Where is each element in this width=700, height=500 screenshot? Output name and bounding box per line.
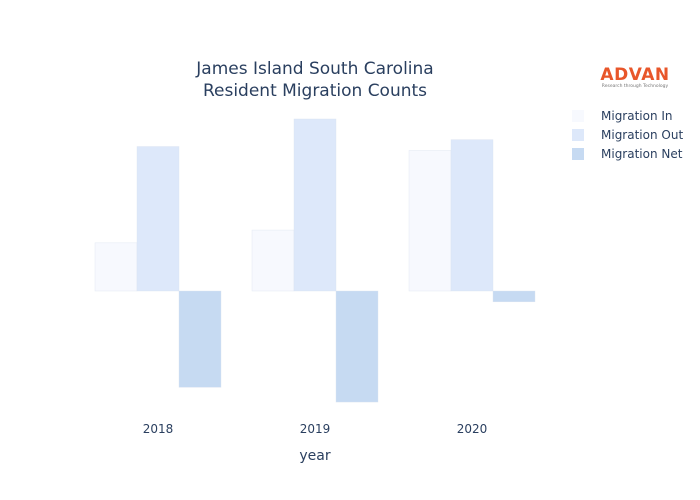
title-line-2: Resident Migration Counts	[202, 81, 428, 101]
legend-label: Migration Net	[601, 146, 683, 161]
x-tick-2020: 2020	[456, 422, 488, 436]
legend-item-migration-net[interactable]: Migration Net	[572, 144, 683, 163]
x-tick-2019: 2019	[299, 422, 331, 436]
logo-text: ADVAN	[600, 65, 670, 85]
legend-label: Migration Out	[601, 127, 684, 142]
x-tick-2018: 2018	[142, 422, 174, 436]
bar-migration-net-2020[interactable]	[492, 290, 536, 303]
x-axis-label: year	[299, 448, 331, 464]
bar-migration-in-2019[interactable]	[251, 229, 295, 292]
advan-logo: ADVAN Research through Technology	[600, 66, 670, 94]
bar-migration-out-2020[interactable]	[450, 139, 494, 292]
bar-migration-net-2019[interactable]	[335, 290, 379, 403]
bar-migration-out-2019[interactable]	[293, 118, 337, 292]
bar-migration-in-2020[interactable]	[408, 150, 452, 292]
bar-migration-out-2018[interactable]	[136, 146, 180, 292]
chart-title: James Island South Carolina Resident Mig…	[165, 58, 465, 102]
bar-migration-net-2018[interactable]	[178, 290, 222, 388]
legend-label: Migration In	[601, 108, 673, 123]
title-line-1: James Island South Carolina	[196, 59, 434, 79]
logo-tagline: Research through Technology	[601, 84, 669, 89]
legend-swatch	[572, 109, 584, 122]
legend-item-migration-in[interactable]: Migration In	[572, 106, 683, 125]
legend-swatch	[572, 147, 584, 160]
legend-swatch	[572, 128, 584, 141]
bar-migration-in-2018[interactable]	[94, 242, 138, 292]
legend-item-migration-out[interactable]: Migration Out	[572, 125, 683, 144]
legend: Migration In Migration Out Migration Net	[572, 106, 683, 163]
